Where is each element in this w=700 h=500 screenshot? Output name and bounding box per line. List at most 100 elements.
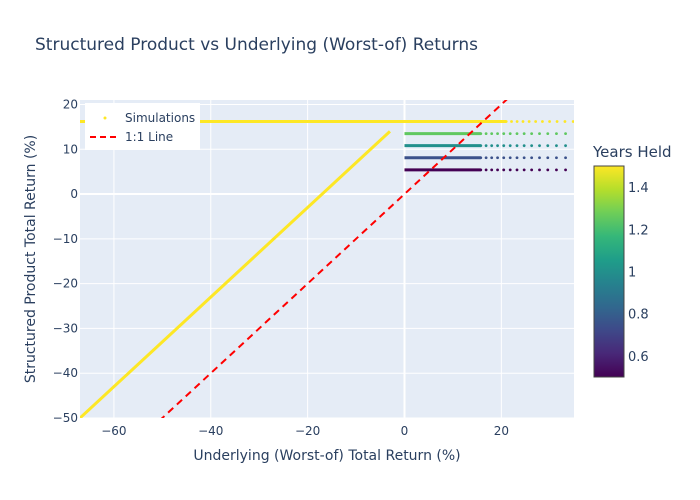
colorbar xyxy=(593,165,625,378)
scatter-point xyxy=(563,120,567,123)
scatter-point xyxy=(538,156,541,160)
data-layer xyxy=(80,100,574,418)
scatter-point xyxy=(522,144,526,148)
scatter-point xyxy=(538,168,541,172)
scatter-point xyxy=(508,144,512,148)
colorbar-tick-label: 1 xyxy=(628,266,636,281)
scatter-point xyxy=(484,144,488,148)
y-tick-label: 0 xyxy=(70,187,78,201)
scatter-point xyxy=(538,144,541,148)
scatter-point xyxy=(515,144,519,148)
scatter-segment xyxy=(80,130,391,418)
scatter-point xyxy=(530,132,534,135)
scatter-point xyxy=(479,144,483,148)
scatter-point xyxy=(521,120,525,123)
x-axis-ticks: −60 −40 −20 0 20 xyxy=(101,424,509,438)
scatter-point xyxy=(508,132,512,135)
scatter-point xyxy=(496,144,499,148)
scatter-point xyxy=(546,156,550,160)
scatter-point xyxy=(515,132,519,135)
colorbar-tick-label: 0.6 xyxy=(628,350,649,365)
scatter-point xyxy=(541,120,544,123)
scatter-point xyxy=(490,144,494,148)
y-tick-label: 20 xyxy=(63,97,78,111)
scatter-point xyxy=(555,120,559,123)
scatter-point xyxy=(504,120,508,123)
scatter-point xyxy=(508,168,512,172)
scatter-point xyxy=(515,120,519,123)
x-axis-title: Underlying (Worst-of) Total Return (%) xyxy=(193,448,460,464)
scatter-point xyxy=(555,156,558,160)
x-tick-label: 20 xyxy=(494,424,509,438)
scatter-point xyxy=(490,168,494,172)
scatter-point xyxy=(496,132,499,135)
scatter-point xyxy=(555,168,558,172)
y-tick-label: −50 xyxy=(53,411,78,425)
scatter-point xyxy=(496,156,499,160)
colorbar-tick-label: 1.4 xyxy=(628,181,649,196)
scatter-point xyxy=(522,168,526,172)
scatter-point xyxy=(522,156,526,160)
scatter-point xyxy=(546,132,550,135)
scatter-point xyxy=(502,168,506,172)
legend[interactable]: Simulations 1:1 Line xyxy=(85,103,200,150)
x-tick-label: −20 xyxy=(295,424,320,438)
colorbar-tick-label: 1.2 xyxy=(628,223,649,238)
grid xyxy=(80,100,574,419)
scatter-point xyxy=(530,168,534,172)
scatter-point xyxy=(546,144,550,148)
scatter-point xyxy=(534,120,538,123)
scatter-point xyxy=(490,132,494,135)
scatter-point xyxy=(548,120,551,123)
y-axis-title: Structured Product Total Return (%) xyxy=(23,135,39,383)
scatter-point xyxy=(479,156,483,160)
legend-box xyxy=(85,103,200,150)
scatter-point xyxy=(564,168,567,172)
scatter-point xyxy=(479,132,483,135)
y-tick-label: −30 xyxy=(53,321,78,335)
x-tick-label: −40 xyxy=(198,424,223,438)
plot-area xyxy=(80,100,574,418)
scatter-point xyxy=(571,120,574,123)
scatter-point xyxy=(546,168,550,172)
scatter-point xyxy=(522,132,526,135)
scatter-point xyxy=(502,144,506,148)
colorbar-tick-label: 0.8 xyxy=(628,308,649,323)
scatter-point xyxy=(484,168,488,172)
colorbar-ticks: 0.6 0.8 1 1.2 1.4 xyxy=(628,181,649,365)
scatter-point xyxy=(484,132,488,135)
scatter-point xyxy=(490,156,494,160)
x-tick-label: 0 xyxy=(401,424,409,438)
colorbar-title: Years Held xyxy=(592,143,672,161)
scatter-point xyxy=(530,144,534,148)
legend-marker-simulations xyxy=(103,116,107,120)
scatter-point xyxy=(502,156,506,160)
scatter-point xyxy=(538,132,541,135)
scatter-point xyxy=(564,144,567,148)
legend-label-simulations[interactable]: Simulations xyxy=(125,111,195,125)
scatter-point xyxy=(496,168,499,172)
scatter-point xyxy=(508,156,512,160)
y-tick-label: 10 xyxy=(63,142,78,156)
scatter-point xyxy=(564,156,567,160)
y-tick-label: −40 xyxy=(53,366,78,380)
scatter-point xyxy=(479,168,483,172)
scatter-point xyxy=(555,144,558,148)
scatter-point xyxy=(502,132,506,135)
legend-label-1-1-line[interactable]: 1:1 Line xyxy=(125,130,173,144)
y-axis-ticks: −50 −40 −30 −20 −10 0 10 20 xyxy=(53,97,78,425)
one-to-one-line xyxy=(160,100,508,418)
chart-title: Structured Product vs Underlying (Worst-… xyxy=(35,35,478,55)
scatter-point xyxy=(515,168,519,172)
scatter-point xyxy=(555,132,558,135)
scatter-point xyxy=(515,156,519,160)
scatter-point xyxy=(484,156,488,160)
scatter-point xyxy=(564,132,567,135)
x-tick-label: −60 xyxy=(101,424,126,438)
scatter-point xyxy=(510,120,513,123)
y-tick-label: −10 xyxy=(53,232,78,246)
y-tick-label: −20 xyxy=(53,277,78,291)
scatter-point xyxy=(527,120,531,123)
scatter-point xyxy=(530,156,534,160)
